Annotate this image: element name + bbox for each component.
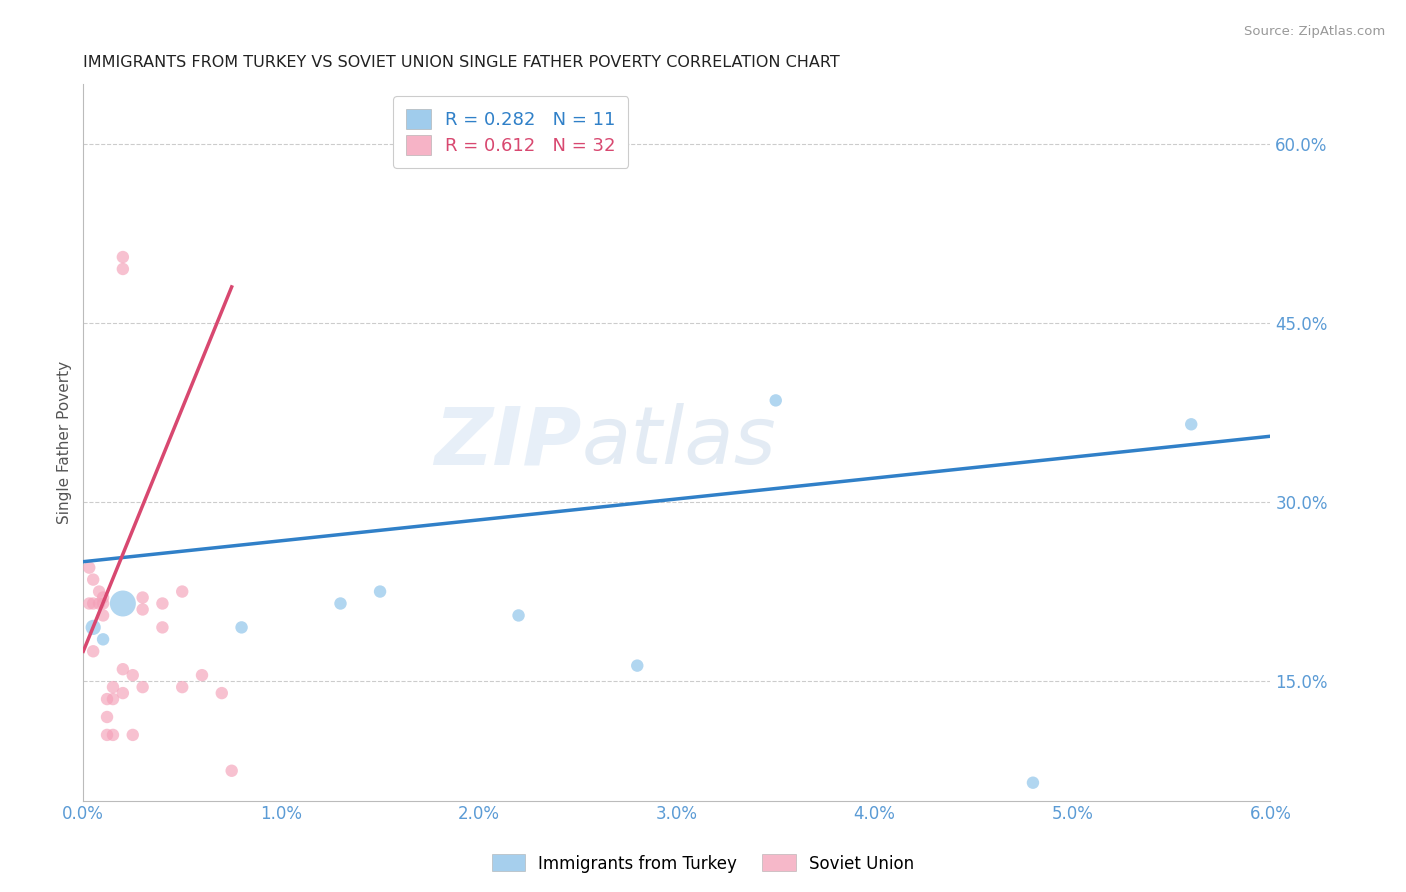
Point	[111, 250, 134, 264]
Point	[77, 597, 100, 611]
Point	[82, 644, 104, 658]
Legend: Immigrants from Turkey, Soviet Union: Immigrants from Turkey, Soviet Union	[485, 847, 921, 880]
Text: ZIP: ZIP	[434, 403, 582, 481]
Y-axis label: Single Father Poverty: Single Father Poverty	[58, 360, 72, 524]
Point	[101, 728, 124, 742]
Point	[91, 608, 114, 623]
Point	[508, 608, 530, 623]
Point	[329, 597, 352, 611]
Point	[87, 597, 110, 611]
Point	[91, 591, 114, 605]
Text: Source: ZipAtlas.com: Source: ZipAtlas.com	[1244, 25, 1385, 38]
Point	[91, 597, 114, 611]
Point	[191, 668, 214, 682]
Point	[1022, 775, 1045, 789]
Point	[131, 591, 153, 605]
Point	[765, 393, 787, 408]
Point	[111, 662, 134, 676]
Point	[101, 692, 124, 706]
Point	[221, 764, 243, 778]
Point	[101, 680, 124, 694]
Point	[96, 728, 118, 742]
Point	[82, 620, 104, 634]
Text: atlas: atlas	[582, 403, 776, 481]
Point	[131, 602, 153, 616]
Legend: R = 0.282   N = 11, R = 0.612   N = 32: R = 0.282 N = 11, R = 0.612 N = 32	[392, 96, 628, 168]
Point	[82, 597, 104, 611]
Point	[111, 597, 134, 611]
Point	[231, 620, 253, 634]
Point	[1180, 417, 1202, 432]
Point	[172, 584, 194, 599]
Point	[121, 728, 143, 742]
Point	[152, 597, 174, 611]
Point	[87, 584, 110, 599]
Point	[152, 620, 174, 634]
Point	[172, 680, 194, 694]
Point	[368, 584, 391, 599]
Point	[211, 686, 233, 700]
Point	[91, 632, 114, 647]
Point	[121, 668, 143, 682]
Point	[131, 680, 153, 694]
Point	[111, 686, 134, 700]
Point	[96, 710, 118, 724]
Point	[82, 573, 104, 587]
Point	[626, 658, 648, 673]
Point	[111, 262, 134, 277]
Point	[77, 560, 100, 574]
Point	[96, 692, 118, 706]
Text: IMMIGRANTS FROM TURKEY VS SOVIET UNION SINGLE FATHER POVERTY CORRELATION CHART: IMMIGRANTS FROM TURKEY VS SOVIET UNION S…	[83, 55, 839, 70]
